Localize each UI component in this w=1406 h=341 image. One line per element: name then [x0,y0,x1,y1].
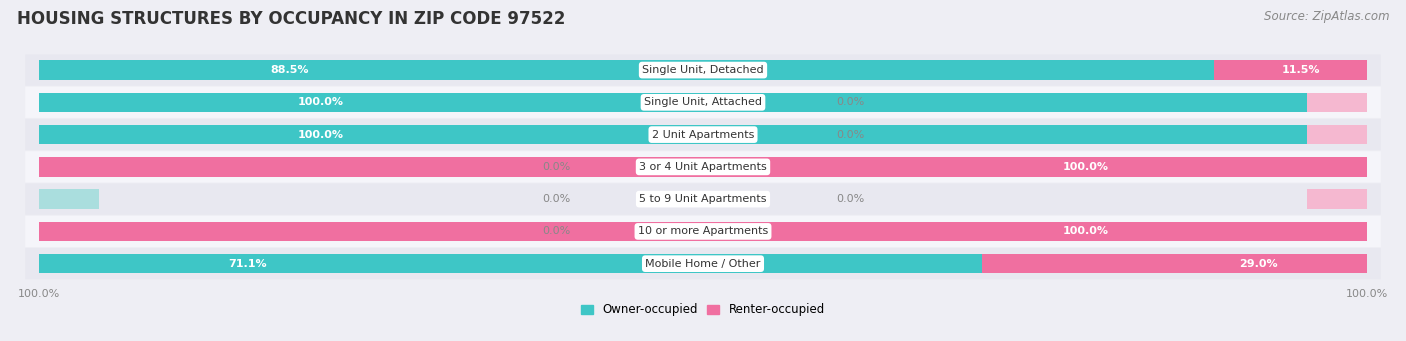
FancyBboxPatch shape [25,119,1381,150]
Text: 10 or more Apartments: 10 or more Apartments [638,226,768,236]
Text: Source: ZipAtlas.com: Source: ZipAtlas.com [1264,10,1389,23]
Text: 100.0%: 100.0% [1062,162,1108,172]
Bar [1308,190,1367,209]
Bar [39,157,1367,177]
Bar [39,157,98,177]
Bar [39,93,1367,112]
Text: Mobile Home / Other: Mobile Home / Other [645,259,761,269]
Text: 88.5%: 88.5% [270,65,309,75]
Text: 0.0%: 0.0% [541,194,571,204]
Text: 3 or 4 Unit Apartments: 3 or 4 Unit Apartments [640,162,766,172]
Bar [1308,125,1367,144]
Text: 5 to 9 Unit Apartments: 5 to 9 Unit Apartments [640,194,766,204]
Text: 0.0%: 0.0% [835,194,865,204]
Bar [39,60,1215,80]
Bar [39,254,983,273]
Text: 100.0%: 100.0% [298,97,344,107]
FancyBboxPatch shape [25,248,1381,279]
Bar [39,190,98,209]
Bar [1308,93,1367,112]
Text: 2 Unit Apartments: 2 Unit Apartments [652,130,754,139]
Legend: Owner-occupied, Renter-occupied: Owner-occupied, Renter-occupied [576,299,830,321]
Bar [39,125,1367,144]
Text: 0.0%: 0.0% [541,162,571,172]
FancyBboxPatch shape [25,216,1381,247]
Bar [39,222,1367,241]
Text: 0.0%: 0.0% [835,97,865,107]
Text: HOUSING STRUCTURES BY OCCUPANCY IN ZIP CODE 97522: HOUSING STRUCTURES BY OCCUPANCY IN ZIP C… [17,10,565,28]
Text: Single Unit, Attached: Single Unit, Attached [644,97,762,107]
Text: 100.0%: 100.0% [298,130,344,139]
Bar [981,254,1367,273]
Text: 0.0%: 0.0% [835,130,865,139]
Text: 11.5%: 11.5% [1281,65,1320,75]
Bar [1215,60,1367,80]
FancyBboxPatch shape [25,151,1381,182]
FancyBboxPatch shape [25,55,1381,86]
Text: 100.0%: 100.0% [1062,226,1108,236]
Text: Single Unit, Detached: Single Unit, Detached [643,65,763,75]
FancyBboxPatch shape [25,183,1381,215]
Text: 29.0%: 29.0% [1239,259,1278,269]
FancyBboxPatch shape [25,87,1381,118]
Bar [39,222,98,241]
Text: 71.1%: 71.1% [229,259,267,269]
Text: 0.0%: 0.0% [541,226,571,236]
